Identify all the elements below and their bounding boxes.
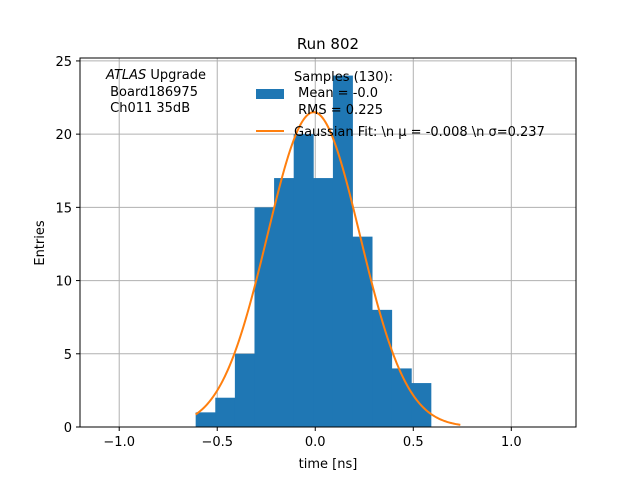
histogram-bar (391, 368, 412, 427)
annotation-line-1: ATLAS Upgrade (105, 68, 206, 83)
x-tick-label: 0.0 (305, 435, 326, 450)
histogram-bar (332, 75, 353, 428)
x-tick-label: −1.0 (103, 435, 135, 450)
histogram-bar (254, 207, 275, 427)
histogram-bar (372, 309, 393, 427)
legend-fit-label: Gaussian Fit: \n μ = -0.008 \n σ=0.237 (294, 125, 545, 140)
x-axis-ticks: −1.0 −0.5 0.0 0.5 1.0 (103, 427, 522, 450)
y-tick-label: 15 (55, 201, 72, 216)
histogram-bar (274, 178, 295, 427)
histogram-bar (352, 236, 373, 427)
y-tick-label: 0 (64, 421, 72, 436)
atlas-annotation: ATLAS Upgrade Board186975 Ch011 35dB (105, 68, 206, 116)
legend: Samples (130): Mean = -0.0 RMS = 0.225 G… (256, 70, 545, 140)
fit-curve-line (195, 111, 461, 426)
y-tick-label: 20 (55, 128, 72, 143)
legend-samples-line-2: Mean = -0.0 (294, 86, 378, 101)
x-axis-label: time [ns] (299, 457, 358, 472)
histogram-bar (215, 397, 236, 427)
y-axis-label: Entries (33, 220, 48, 266)
x-tick-label: 1.0 (501, 435, 522, 450)
annotation-line-3: Ch011 35dB (106, 101, 190, 116)
histogram-bar (313, 178, 334, 427)
y-tick-label: 10 (55, 275, 72, 290)
y-tick-label: 5 (64, 348, 72, 363)
y-tick-label: 25 (55, 55, 72, 70)
annotation-line-2: Board186975 (106, 85, 198, 100)
atlas-label: ATLAS (105, 68, 146, 83)
plot-frame (79, 57, 577, 428)
legend-swatch-samples (256, 89, 284, 99)
legend-samples-line-3: RMS = 0.225 (294, 103, 383, 118)
chart-title: Run 802 (297, 35, 359, 53)
histogram-bar (195, 412, 216, 427)
histogram-bars (195, 75, 432, 428)
legend-samples-line-1: Samples (130): (294, 70, 393, 85)
x-tick-label: −0.5 (201, 435, 233, 450)
histogram-bar (234, 353, 255, 427)
histogram-bar (293, 134, 314, 427)
upgrade-label: Upgrade (146, 68, 206, 83)
gaussian-fit-curve (195, 111, 461, 426)
x-tick-label: 0.5 (403, 435, 424, 450)
y-axis-ticks: 0 5 10 15 20 25 (55, 55, 80, 436)
